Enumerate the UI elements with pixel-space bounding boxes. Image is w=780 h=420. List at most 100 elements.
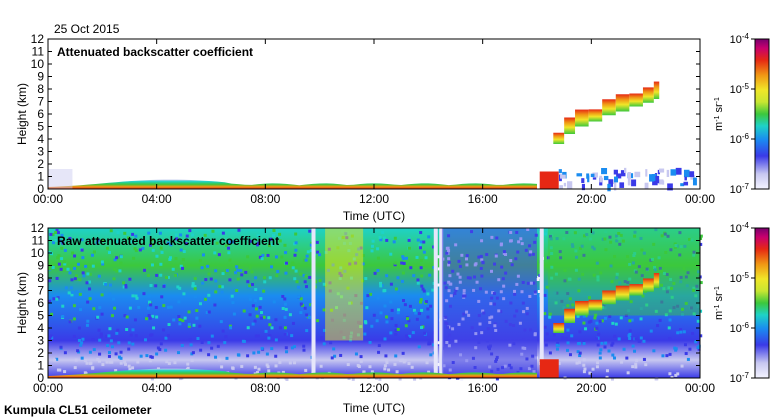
cloud-segment — [602, 99, 616, 116]
x-tick-label: 00:00 — [685, 192, 715, 206]
raw-noise-mark — [191, 282, 195, 286]
raw-noise-mark — [131, 328, 135, 332]
colorbar-tick-label: 10-6 — [730, 321, 750, 336]
raw-noise-mark — [263, 280, 267, 284]
colorbar-tick-label: 10-4 — [730, 221, 750, 236]
raw-noise-mark — [396, 311, 400, 315]
raw-noise-mark — [252, 351, 256, 355]
raw-noise-mark — [666, 234, 670, 238]
raw-noise-mark — [159, 273, 163, 277]
raw-noise-mark — [60, 257, 64, 261]
raw-noise-mark — [370, 244, 374, 248]
raw-noise-mark — [322, 282, 326, 286]
raw-noise-mark — [108, 360, 112, 364]
raw-noise-mark — [294, 248, 298, 252]
raw-noise-mark — [255, 371, 259, 375]
raw-noise-mark — [181, 266, 185, 270]
raw-noise-mark — [424, 300, 428, 304]
raw-noise-mark — [88, 297, 92, 301]
raw-noise-mark — [225, 356, 229, 360]
raw-noise-mark — [101, 262, 105, 266]
raw-noise-mark — [267, 336, 271, 340]
raw-noise-mark — [166, 334, 170, 338]
raw-noise-mark — [178, 322, 182, 326]
raw-noise-mark — [407, 361, 411, 365]
raw-noise-mark — [562, 306, 566, 310]
raw-noise-mark — [409, 266, 413, 270]
raw-noise-mark — [555, 347, 559, 351]
raw-noise-mark — [290, 346, 294, 350]
raw-noise-mark — [240, 364, 244, 368]
raw-noise-mark — [50, 252, 54, 256]
raw-noise-mark — [363, 332, 367, 336]
raw-noise-mark — [679, 328, 683, 332]
raw-noise-mark — [427, 339, 431, 343]
raw-noise-mark — [678, 231, 682, 235]
raw-noise-mark — [131, 342, 135, 346]
raw-noise-mark — [604, 248, 608, 252]
raw-noise-mark — [236, 277, 240, 281]
speckle-mark — [655, 175, 660, 184]
raw-noise-mark — [48, 336, 52, 340]
boundary-layer-band — [48, 179, 537, 189]
raw-noise-mark — [639, 336, 643, 340]
raw-noise-mark — [665, 273, 669, 277]
raw-noise-mark — [305, 329, 309, 333]
raw-noise-mark — [401, 351, 405, 355]
raw-noise-mark — [101, 238, 105, 242]
raw-noise-mark — [270, 242, 274, 246]
raw-noise-mark — [661, 354, 665, 358]
raw-noise-mark — [686, 271, 690, 275]
raw-noise-mark — [207, 353, 211, 357]
raw-noise-mark — [154, 305, 158, 309]
raw-noise-mark — [68, 271, 72, 275]
raw-noise-mark — [58, 239, 62, 243]
raw-noise-mark — [105, 246, 109, 250]
raw-noise-mark — [393, 263, 397, 267]
raw-noise-mark — [198, 259, 202, 263]
raw-noise-mark — [254, 287, 258, 291]
raw-noise-mark — [250, 270, 254, 274]
raw-noise-mark — [215, 241, 219, 245]
raw-noise-mark — [284, 271, 288, 275]
raw-noise-mark — [101, 363, 105, 367]
y-tick-label: 9 — [37, 259, 44, 273]
raw-noise-mark — [415, 317, 419, 321]
raw-noise-mark — [284, 307, 288, 311]
raw-noise-mark — [553, 291, 557, 295]
raw-noise-mark — [419, 300, 423, 304]
raw-noise-mark — [561, 336, 565, 340]
raw-noise-mark — [603, 237, 607, 241]
raw-noise-mark — [186, 362, 190, 366]
speckle-mark — [607, 183, 611, 192]
raw-noise-mark — [253, 319, 257, 323]
raw-boundary-layer-band — [48, 368, 537, 378]
raw-noise-mark — [111, 297, 115, 301]
raw-noise-mark — [257, 241, 261, 245]
raw-noise-mark — [575, 361, 579, 365]
raw-noise-mark — [291, 321, 295, 325]
raw-noise-mark — [314, 280, 318, 284]
raw-noise-mark — [596, 275, 600, 279]
raw-noise-mark — [309, 243, 313, 247]
raw-noise-mark — [679, 245, 683, 249]
raw-noise-mark — [268, 334, 272, 338]
raw-noise-mark — [305, 313, 309, 317]
raw-noise-mark — [283, 302, 287, 306]
raw-noise-mark — [62, 268, 66, 272]
raw-noise-mark — [383, 337, 387, 341]
raw-noise-mark — [248, 297, 252, 301]
raw-noise-mark — [596, 278, 600, 282]
raw-noise-mark — [275, 274, 279, 278]
raw-noise-mark — [599, 271, 603, 275]
raw-noise-mark — [595, 337, 599, 341]
raw-noise-mark — [258, 255, 262, 259]
raw-noise-mark — [304, 285, 308, 289]
raw-noise-mark — [591, 245, 595, 249]
raw-noise-mark — [72, 334, 76, 338]
raw-noise-mark — [175, 237, 179, 241]
raw-noise-mark — [112, 277, 116, 281]
raw-noise-mark — [187, 322, 191, 326]
raw-noise-mark — [582, 342, 586, 346]
raw-noise-mark — [299, 272, 303, 276]
